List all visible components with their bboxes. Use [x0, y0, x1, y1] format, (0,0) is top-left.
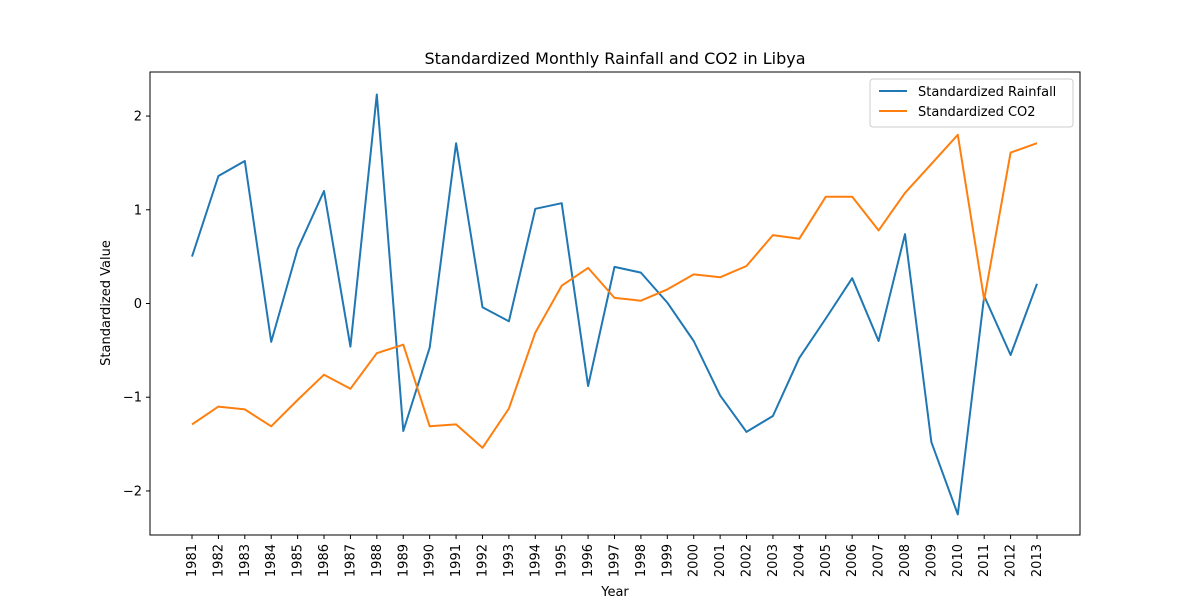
series-line-co2 — [191, 133, 1038, 449]
x-tick-label: 2003 — [766, 544, 781, 577]
y-tick-label: −2 — [123, 484, 142, 499]
y-axis-title: Standardized Value — [99, 240, 114, 366]
x-tick-label: 2010 — [951, 544, 966, 577]
x-tick-label: 1986 — [317, 544, 332, 577]
x-tick-label: 1990 — [423, 544, 438, 577]
x-tick-label: 2013 — [1030, 544, 1045, 577]
legend-label-co2: Standardized CO2 — [918, 105, 1036, 120]
legend-box — [869, 78, 1074, 128]
x-tick-label: 1983 — [238, 544, 253, 577]
legend-label-rainfall: Standardized Rainfall — [918, 85, 1056, 100]
x-tick-label: 2005 — [819, 544, 834, 577]
x-tick-label: 1997 — [608, 544, 623, 577]
x-tick-label: 2009 — [924, 544, 939, 577]
y-tick-label: 0 — [134, 297, 142, 312]
x-tick-label: 1993 — [502, 544, 517, 577]
x-axis-title: Year — [600, 585, 629, 600]
x-tick-label: 1991 — [449, 544, 464, 577]
chart-title: Standardized Monthly Rainfall and CO2 in… — [424, 49, 805, 68]
x-tick-label: 2001 — [713, 544, 728, 577]
x-tick-label: 2004 — [792, 544, 807, 577]
x-tick-label: 2012 — [1004, 544, 1019, 577]
plot-layer — [191, 93, 1038, 516]
x-tick-label: 1988 — [370, 544, 385, 577]
x-tick-label: 2007 — [872, 544, 887, 577]
x-axis: 1981 1982 1983 1984 1985 1986 1987 1988 1989 1990… — [185, 535, 1045, 577]
x-tick-label: 1994 — [528, 544, 543, 577]
x-tick-label: 2006 — [845, 544, 860, 577]
y-axis: 2 1 0 −1 −2 — [123, 110, 150, 499]
y-tick-label: −1 — [123, 391, 142, 406]
series-line-rainfall — [191, 93, 1038, 516]
legend: Standardized Rainfall Standardized CO2 — [869, 78, 1074, 128]
x-tick-label: 1992 — [475, 544, 490, 577]
x-tick-label: 1989 — [396, 544, 411, 577]
x-tick-label: 1987 — [343, 544, 358, 577]
x-tick-label: 2002 — [740, 544, 755, 577]
x-tick-label: 1982 — [211, 544, 226, 577]
y-tick-label: 1 — [134, 203, 142, 218]
x-tick-label: 1995 — [555, 544, 570, 577]
x-tick-label: 2000 — [687, 544, 702, 577]
x-tick-label: 2008 — [898, 544, 913, 577]
x-tick-label: 1985 — [291, 544, 306, 577]
x-tick-label: 1998 — [634, 544, 649, 577]
x-tick-label: 1984 — [264, 544, 279, 577]
x-tick-label: 1996 — [581, 544, 596, 577]
x-tick-label: 1981 — [185, 544, 200, 577]
x-tick-label: 1999 — [660, 544, 675, 577]
y-tick-label: 2 — [134, 110, 142, 125]
x-tick-label: 2011 — [977, 544, 992, 577]
